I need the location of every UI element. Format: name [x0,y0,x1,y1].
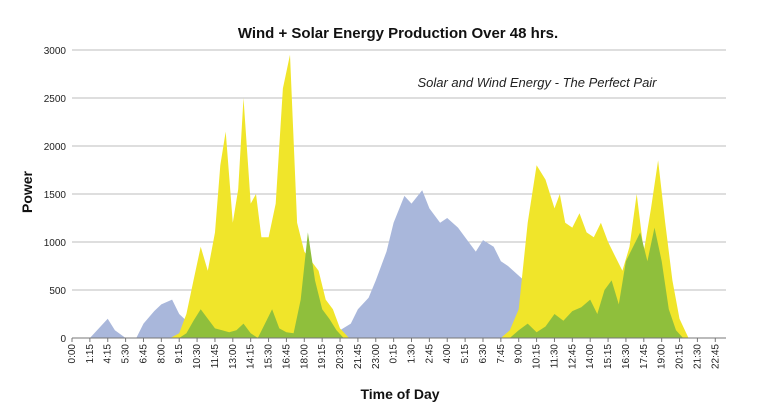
chart-title: Wind + Solar Energy Production Over 48 h… [238,25,558,42]
x-tick-label: 5:15 [460,344,471,364]
x-tick-label: 0:00 [67,344,78,364]
x-tick-label: 1:15 [85,344,96,364]
x-tick-label: 9:15 [174,344,185,364]
x-tick-label: 6:30 [478,344,489,364]
x-tick-label: 7:45 [496,344,507,364]
x-tick-label: 15:15 [603,344,614,369]
x-tick-label: 21:45 [353,344,364,369]
x-tick-label: 19:15 [317,344,328,369]
x-tick-label: 15:30 [264,344,275,369]
x-tick-label: 18:00 [299,344,310,369]
x-tick-label: 4:15 [103,344,114,364]
area-series [72,54,726,339]
x-tick-label: 21:30 [692,344,703,369]
y-tick-label: 0 [60,334,66,345]
x-tick-label: 10:30 [192,344,203,369]
x-tick-label: 22:45 [710,344,721,369]
x-tick-label: 20:30 [335,344,346,369]
x-tick-label: 11:30 [549,344,560,369]
x-tick-label: 16:45 [281,344,292,369]
axes [71,337,726,342]
x-tick-label: 9:00 [514,344,525,364]
x-tick-label: 1:30 [407,344,418,364]
y-tick-label: 2000 [44,142,67,153]
x-tick-label: 16:30 [621,344,632,369]
y-tick-label: 1000 [44,238,67,249]
x-tick-label: 14:15 [246,344,257,369]
x-tick-label: 10:15 [532,344,543,369]
y-tick-label: 500 [49,286,66,297]
x-axis-label: Time of Day [360,386,439,402]
x-tick-label: 17:45 [639,344,650,369]
x-tick-label: 2:45 [424,344,435,364]
y-tick-labels: 0 500 1000 1500 2000 2500 3000 [44,46,67,345]
x-tick-label: 6:45 [138,344,149,364]
y-axis-label: Power [19,170,35,213]
x-tick-label: 14:00 [585,344,596,369]
area-solar [72,54,726,339]
x-tick-label: 8:00 [156,344,167,364]
chart-subtitle: Solar and Wind Energy - The Perfect Pair [417,75,657,90]
x-tick-label: 23:00 [371,344,382,369]
y-tick-label: 1500 [44,190,67,201]
x-tick-label: 20:15 [675,344,686,369]
x-tick-label: 11:45 [210,344,221,369]
x-tick-labels: 0:00 1:15 4:15 5:30 6:45 8:00 9:15 10:30 11:45 13… [67,344,721,369]
x-tick-label: 0:15 [389,344,400,364]
x-tick-label: 5:30 [121,344,132,364]
area-overlap [72,227,726,338]
x-tick-label: 12:45 [567,344,578,369]
x-tick-label: 13:00 [228,344,239,369]
x-tick-label: 4:00 [442,344,453,364]
y-tick-label: 3000 [44,46,67,57]
x-tick-label: 19:00 [657,344,668,369]
y-tick-label: 2500 [44,94,67,105]
